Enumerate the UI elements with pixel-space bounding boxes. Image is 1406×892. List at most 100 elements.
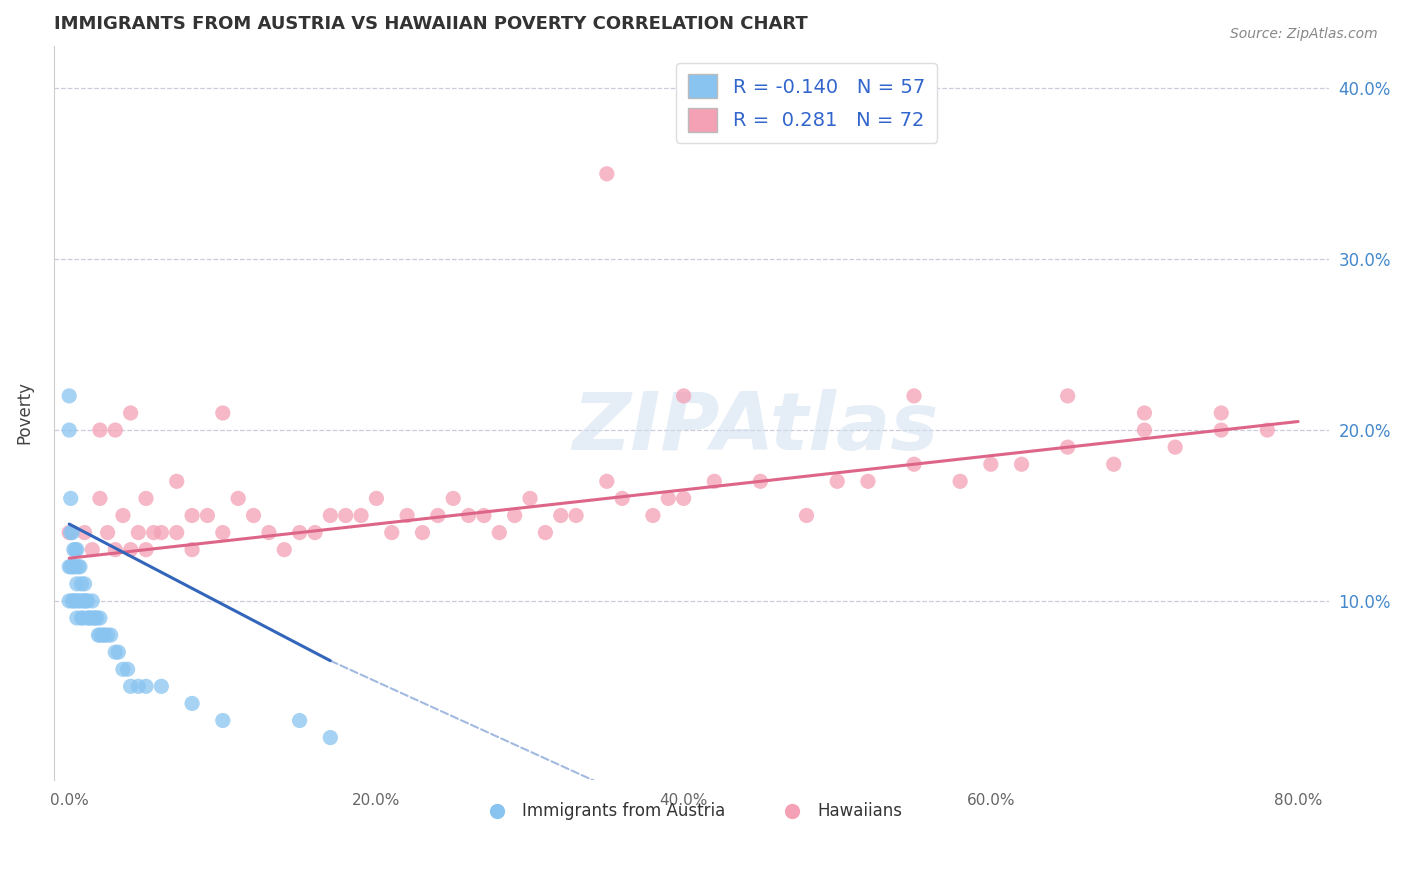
Point [211, 406, 233, 420]
Point [120, 406, 142, 420]
Point [66, 577, 89, 591]
Point [396, 508, 419, 523]
Point [97, 525, 120, 540]
Point [89, 628, 111, 642]
Point [796, 508, 818, 523]
Point [1133, 423, 1156, 437]
Point [69, 594, 91, 608]
Point [127, 679, 149, 693]
Point [59, 559, 82, 574]
Point [75, 594, 97, 608]
Point [657, 491, 679, 506]
Point [93, 628, 115, 642]
Point [65, 559, 87, 574]
Point [257, 525, 280, 540]
Point [534, 525, 557, 540]
Point [135, 491, 157, 506]
Point [1211, 406, 1233, 420]
Point [100, 628, 122, 642]
Point [488, 525, 510, 540]
Legend: Immigrants from Austria, Hawaiians: Immigrants from Austria, Hawaiians [474, 796, 908, 827]
Y-axis label: Poverty: Poverty [15, 382, 32, 444]
Point [672, 491, 695, 506]
Point [519, 491, 541, 506]
Point [127, 525, 149, 540]
Point [77, 611, 100, 625]
Point [142, 525, 165, 540]
Point [672, 389, 695, 403]
Point [73, 577, 96, 591]
Point [82, 542, 104, 557]
Point [411, 525, 433, 540]
Point [226, 491, 249, 506]
Point [60, 525, 83, 540]
Point [111, 662, 134, 676]
Point [76, 611, 98, 625]
Text: IMMIGRANTS FROM AUSTRIA VS HAWAIIAN POVERTY CORRELATION CHART: IMMIGRANTS FROM AUSTRIA VS HAWAIIAN POVE… [53, 15, 807, 33]
Point [641, 508, 664, 523]
Point [104, 423, 127, 437]
Point [62, 559, 84, 574]
Point [89, 611, 111, 625]
Point [749, 475, 772, 489]
Point [80, 611, 103, 625]
Point [67, 594, 90, 608]
Point [703, 475, 725, 489]
Point [181, 697, 204, 711]
Point [181, 508, 204, 523]
Point [319, 508, 342, 523]
Point [111, 508, 134, 523]
Point [1164, 440, 1187, 454]
Point [76, 594, 98, 608]
Point [73, 594, 96, 608]
Point [503, 508, 526, 523]
Point [70, 611, 93, 625]
Point [135, 542, 157, 557]
Point [166, 475, 188, 489]
Point [596, 167, 619, 181]
Point [135, 679, 157, 693]
Point [242, 508, 264, 523]
Point [426, 508, 449, 523]
Point [335, 508, 357, 523]
Point [441, 491, 464, 506]
Point [1133, 406, 1156, 420]
Point [107, 645, 129, 659]
Point [60, 559, 83, 574]
Point [117, 662, 139, 676]
Text: Source: ZipAtlas.com: Source: ZipAtlas.com [1230, 27, 1378, 41]
Point [72, 594, 94, 608]
Point [104, 645, 127, 659]
Point [69, 559, 91, 574]
Point [1056, 389, 1078, 403]
Point [288, 525, 311, 540]
Point [197, 508, 219, 523]
Point [89, 423, 111, 437]
Text: ZIPAtlas: ZIPAtlas [572, 389, 938, 467]
Point [59, 525, 82, 540]
Point [66, 542, 89, 557]
Point [62, 594, 84, 608]
Point [304, 525, 326, 540]
Point [381, 525, 404, 540]
Point [1056, 440, 1078, 454]
Point [65, 594, 87, 608]
Point [58, 423, 80, 437]
Point [612, 491, 634, 506]
Point [288, 714, 311, 728]
Point [350, 508, 373, 523]
Point [181, 542, 204, 557]
Point [825, 475, 848, 489]
Point [58, 389, 80, 403]
Point [273, 542, 295, 557]
Point [166, 525, 188, 540]
Point [62, 542, 84, 557]
Point [58, 559, 80, 574]
Point [1211, 423, 1233, 437]
Point [83, 611, 105, 625]
Point [87, 628, 110, 642]
Point [82, 594, 104, 608]
Point [72, 611, 94, 625]
Point [70, 577, 93, 591]
Point [211, 714, 233, 728]
